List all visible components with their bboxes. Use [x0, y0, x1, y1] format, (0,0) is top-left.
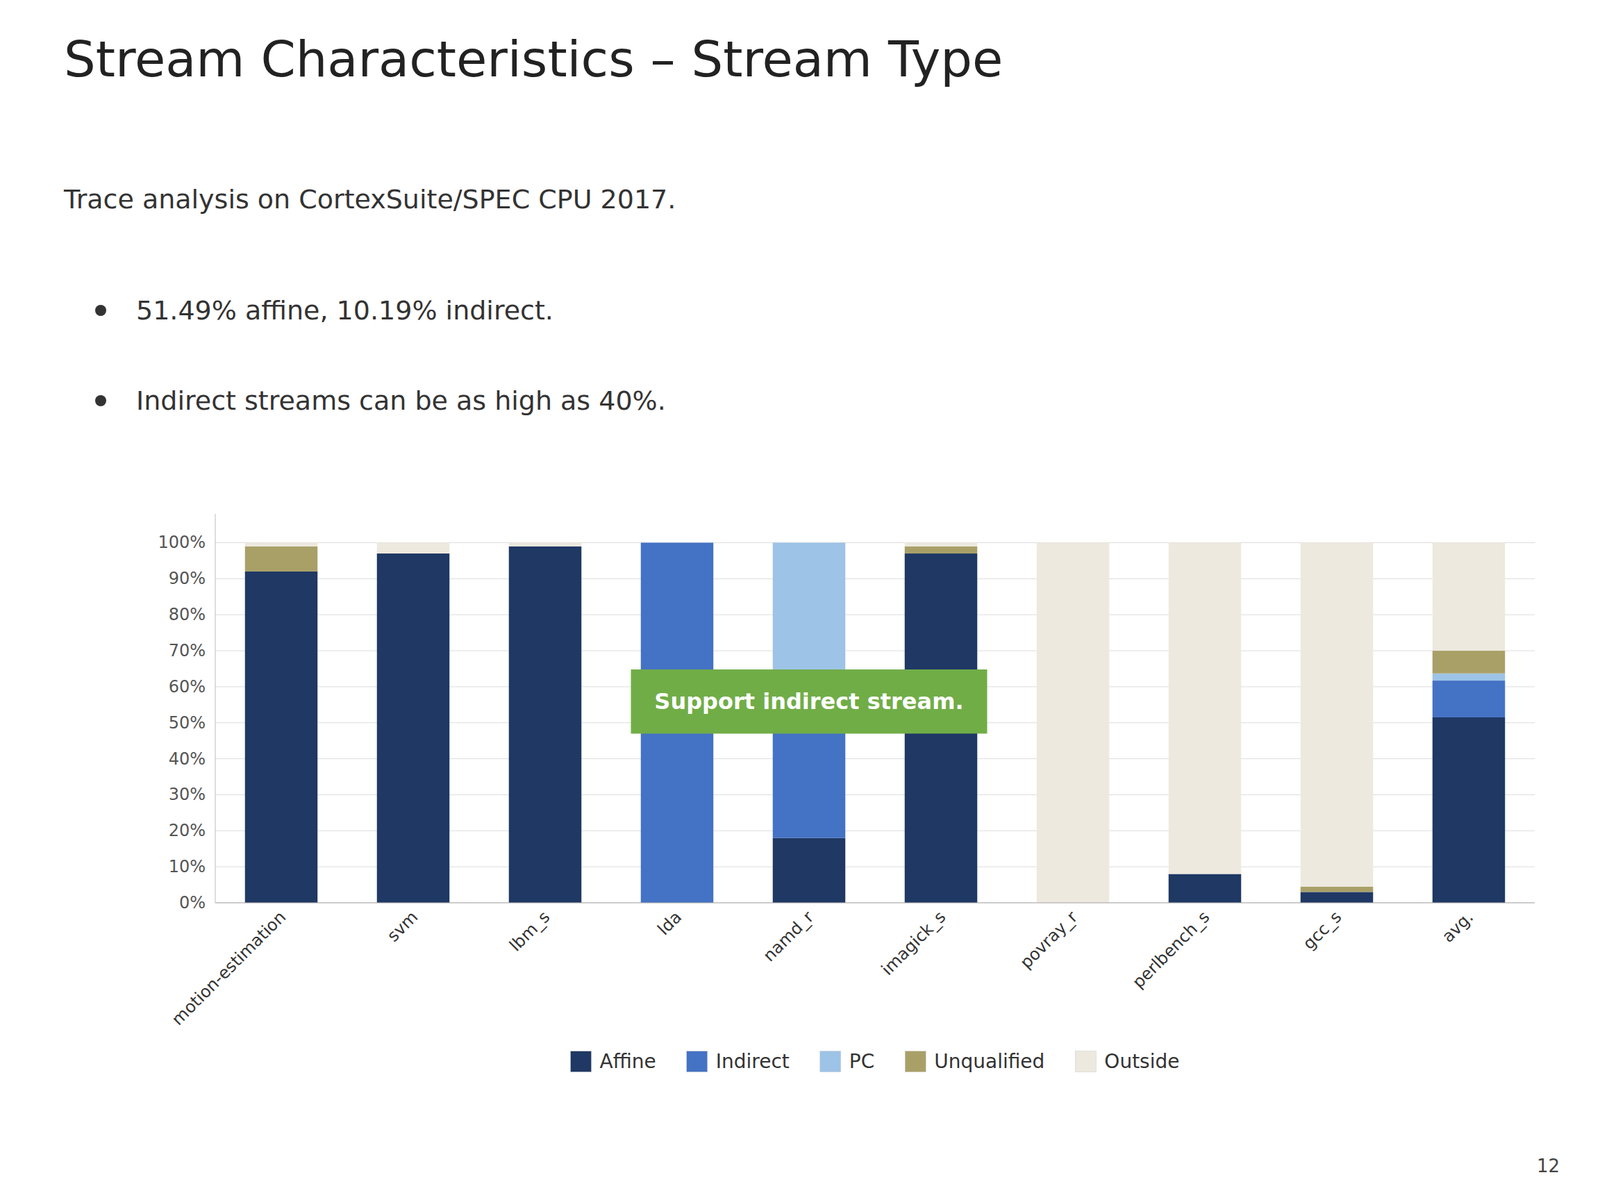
- bar-segment: [509, 542, 582, 546]
- legend-item: Affine: [570, 1050, 657, 1073]
- bar-segment: [1300, 886, 1374, 893]
- bar-segment: [377, 553, 450, 903]
- bar-segment: [772, 542, 846, 544]
- bar-segment: [1432, 673, 1506, 681]
- x-tick-label: imagick_s: [877, 906, 950, 979]
- y-tick-label: 100%: [157, 532, 206, 553]
- y-tick-label: 30%: [168, 784, 206, 805]
- bar-segment: [245, 571, 319, 903]
- bars: [245, 542, 1506, 903]
- legend-item: PC: [820, 1050, 875, 1073]
- bar-segment: [904, 542, 978, 546]
- bullet: Indirect streams can be as high as 40%.: [136, 385, 666, 416]
- legend-swatch: [570, 1051, 592, 1073]
- bar-segment: [1036, 542, 1110, 903]
- title: Stream Characteristics – Stream Type: [63, 29, 1003, 89]
- x-tick-label: avg.: [1438, 906, 1478, 946]
- x-tick-label: povray_r: [1015, 906, 1082, 973]
- bar-segment: [1300, 542, 1374, 887]
- bar-segment: [1432, 650, 1506, 674]
- page-number: 12: [1536, 1155, 1560, 1177]
- bar-segment: [772, 542, 846, 687]
- y-tick-label: 70%: [168, 640, 206, 661]
- legend-swatch: [820, 1051, 841, 1073]
- bar-segment: [640, 542, 714, 544]
- legend-item: Indirect: [686, 1050, 790, 1073]
- y-tick-label: 10%: [168, 856, 206, 877]
- x-axis: motion-estimation svm lbm_s lda namd_r imagic…: [168, 906, 1478, 1030]
- bar-segment: [245, 546, 319, 572]
- grid: [215, 542, 1535, 903]
- bar-segment: [1300, 891, 1374, 903]
- legend: Affine Indirect PC Unqualified Outside: [570, 1050, 1180, 1073]
- bar-segment: [640, 542, 714, 544]
- x-tick-label: motion-estimation: [168, 906, 290, 1029]
- legend-item: Unqualified: [904, 1050, 1045, 1073]
- x-tick-label: namd_r: [759, 906, 819, 966]
- y-tick-label: 40%: [168, 749, 206, 769]
- bar-segment: [640, 542, 714, 544]
- chart-root: Stream Characteristics – Stream Type Trac…: [0, 0, 1600, 1200]
- y-tick-label: 20%: [168, 820, 206, 841]
- x-tick-label: svm: [383, 906, 422, 946]
- legend-swatch: [904, 1051, 926, 1073]
- bullet-dot: [95, 304, 107, 316]
- bar-segment: [377, 542, 450, 554]
- legend-item: Outside: [1075, 1050, 1180, 1073]
- bullet-dot: [95, 395, 107, 407]
- legend-label: Unqualified: [934, 1050, 1045, 1073]
- y-axis-line: [215, 513, 216, 903]
- bar-segment: [1432, 717, 1506, 903]
- bar-segment: [772, 542, 846, 544]
- bar-segment: [772, 838, 846, 903]
- y-tick-label: 80%: [168, 604, 206, 625]
- bar-segment: [1432, 542, 1506, 651]
- x-tick-label: lbm_s: [505, 906, 554, 955]
- legend-label: PC: [849, 1050, 875, 1073]
- grid-line: [215, 902, 1535, 904]
- bar-segment: [1168, 874, 1242, 903]
- bar-segment: [1168, 542, 1242, 874]
- x-tick-label: gcc_s: [1299, 906, 1346, 954]
- y-tick-label: 50%: [168, 713, 206, 733]
- bullet: 51.49% affine, 10.19% indirect.: [136, 295, 554, 326]
- bar-segment: [245, 542, 319, 546]
- background: [0, 0, 1600, 1200]
- x-tick-label: lda: [654, 906, 687, 939]
- legend-label: Outside: [1104, 1050, 1180, 1073]
- subtitle: Trace analysis on CortexSuite/SPEC CPU 2…: [63, 184, 676, 215]
- annotation: Support indirect stream.: [654, 688, 964, 715]
- legend-label: Indirect: [715, 1050, 790, 1073]
- legend-swatch: [1075, 1051, 1096, 1073]
- bar-segment: [509, 546, 582, 903]
- annotation-box: [631, 669, 988, 734]
- x-tick-label: perlbench_s: [1128, 906, 1214, 992]
- legend-swatch: [686, 1051, 708, 1073]
- y-tick-label: 60%: [168, 677, 206, 697]
- y-tick-label: 0%: [179, 893, 206, 913]
- y-axis: 0% 10% 20% 30% 40% 50% 60% 70% 80% 90% 100%: [157, 532, 206, 913]
- x-axis-line: [215, 902, 1535, 903]
- y-tick-label: 90%: [168, 568, 206, 589]
- bar-segment: [904, 546, 978, 554]
- legend-label: Affine: [600, 1050, 657, 1073]
- bar-segment: [1432, 680, 1506, 718]
